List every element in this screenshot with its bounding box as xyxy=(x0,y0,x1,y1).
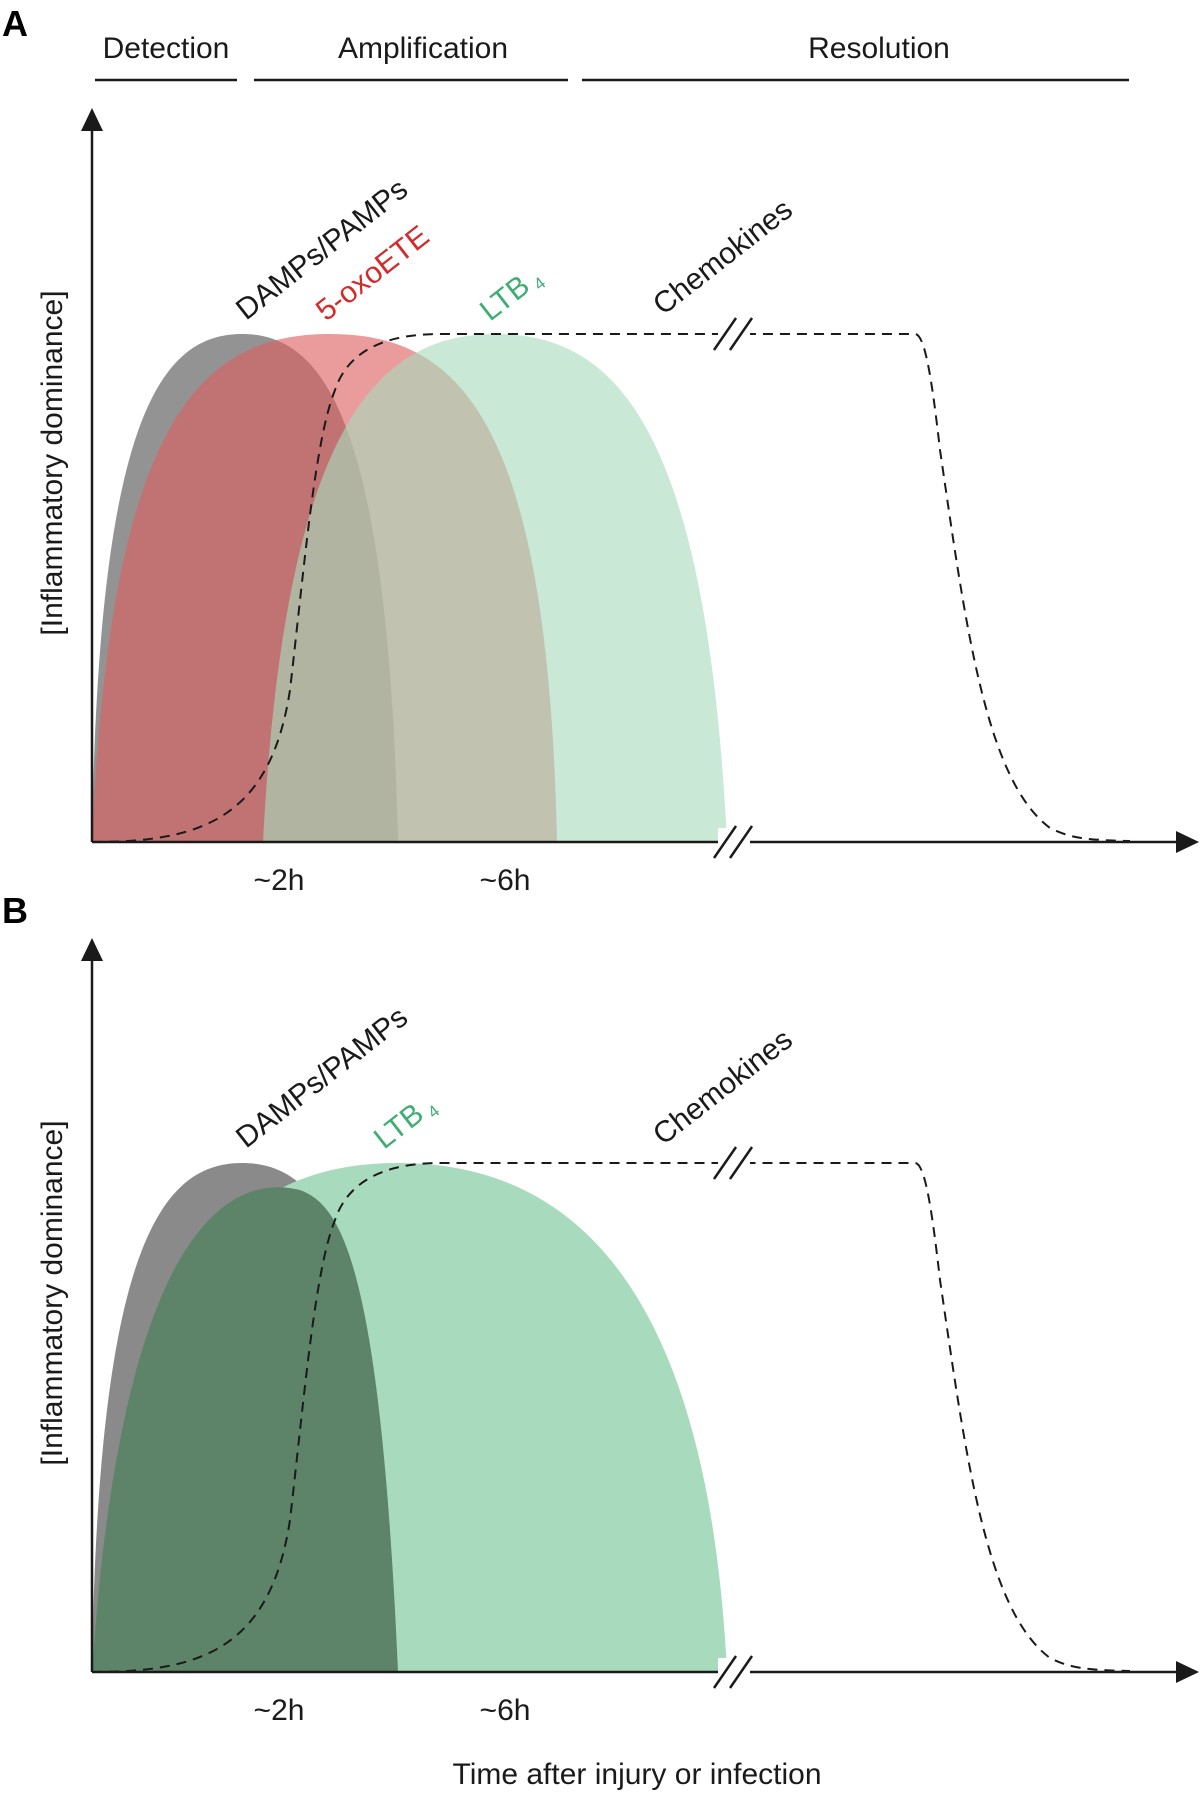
ltb4-label-subscript-a: 4 xyxy=(530,273,549,294)
panel-a-y-arrow xyxy=(81,108,103,131)
ltb4-label-a: LTB 4 xyxy=(474,269,549,328)
chemokines-curve-a xyxy=(91,333,1131,843)
ltb4-label-main-b: LTB xyxy=(368,1097,430,1156)
chemokines-curve-b xyxy=(91,1162,1131,1673)
panel-b-y-arrow xyxy=(81,938,103,961)
phase-resolution-label: Resolution xyxy=(808,32,950,65)
panel-b-x-break-mark-1 xyxy=(712,1655,738,1689)
tick-6h-a: ~6h xyxy=(480,864,531,897)
ltb4-label-main-a: LTB xyxy=(474,269,536,328)
chemokines-label-b: Chemokines xyxy=(647,1023,799,1152)
ltb4-curve-a xyxy=(263,334,727,842)
panel-b: B [Inflammatory dominance] DAMPs/PAMPs L… xyxy=(2,890,1199,1727)
panel-a-letter: A xyxy=(2,3,28,44)
phase-amplification-label: Amplification xyxy=(338,32,508,65)
ltb4-label-subscript-b: 4 xyxy=(424,1101,443,1122)
panel-b-x-arrow xyxy=(1176,1661,1199,1683)
panel-a-chemokine-break-mark-1 xyxy=(712,317,738,351)
ltb4-label-b: LTB 4 xyxy=(368,1097,443,1156)
tick-2h-a: ~2h xyxy=(254,864,305,897)
panel-a: A Detection Amplification Resolution [In… xyxy=(2,3,1199,897)
panel-a-x-arrow xyxy=(1176,831,1199,853)
panel-b-axes xyxy=(81,938,1199,1689)
tick-2h-b: ~2h xyxy=(254,1694,305,1727)
panel-b-x-break-mark-2 xyxy=(728,1655,754,1689)
phase-detection-label: Detection xyxy=(103,32,230,65)
overlap-region-b xyxy=(92,1187,398,1672)
panel-a-y-axis-label: [Inflammatory dominance] xyxy=(36,290,69,635)
panel-a-x-break-mark-2 xyxy=(728,825,754,859)
panel-b-y-axis-label: [Inflammatory dominance] xyxy=(36,1120,69,1465)
panel-b-chemokine-break-mark-2 xyxy=(728,1146,754,1180)
tick-6h-b: ~6h xyxy=(480,1694,531,1727)
panel-a-axes xyxy=(81,108,1199,859)
panel-a-x-break-mark-1 xyxy=(712,825,738,859)
x-axis-label: Time after injury or infection xyxy=(452,1758,821,1791)
chemokines-label-a: Chemokines xyxy=(647,193,799,322)
panel-a-chemokine-break-mark-2 xyxy=(728,317,754,351)
panel-b-letter: B xyxy=(2,890,28,931)
panel-b-chemokine-break-mark-1 xyxy=(712,1146,738,1180)
